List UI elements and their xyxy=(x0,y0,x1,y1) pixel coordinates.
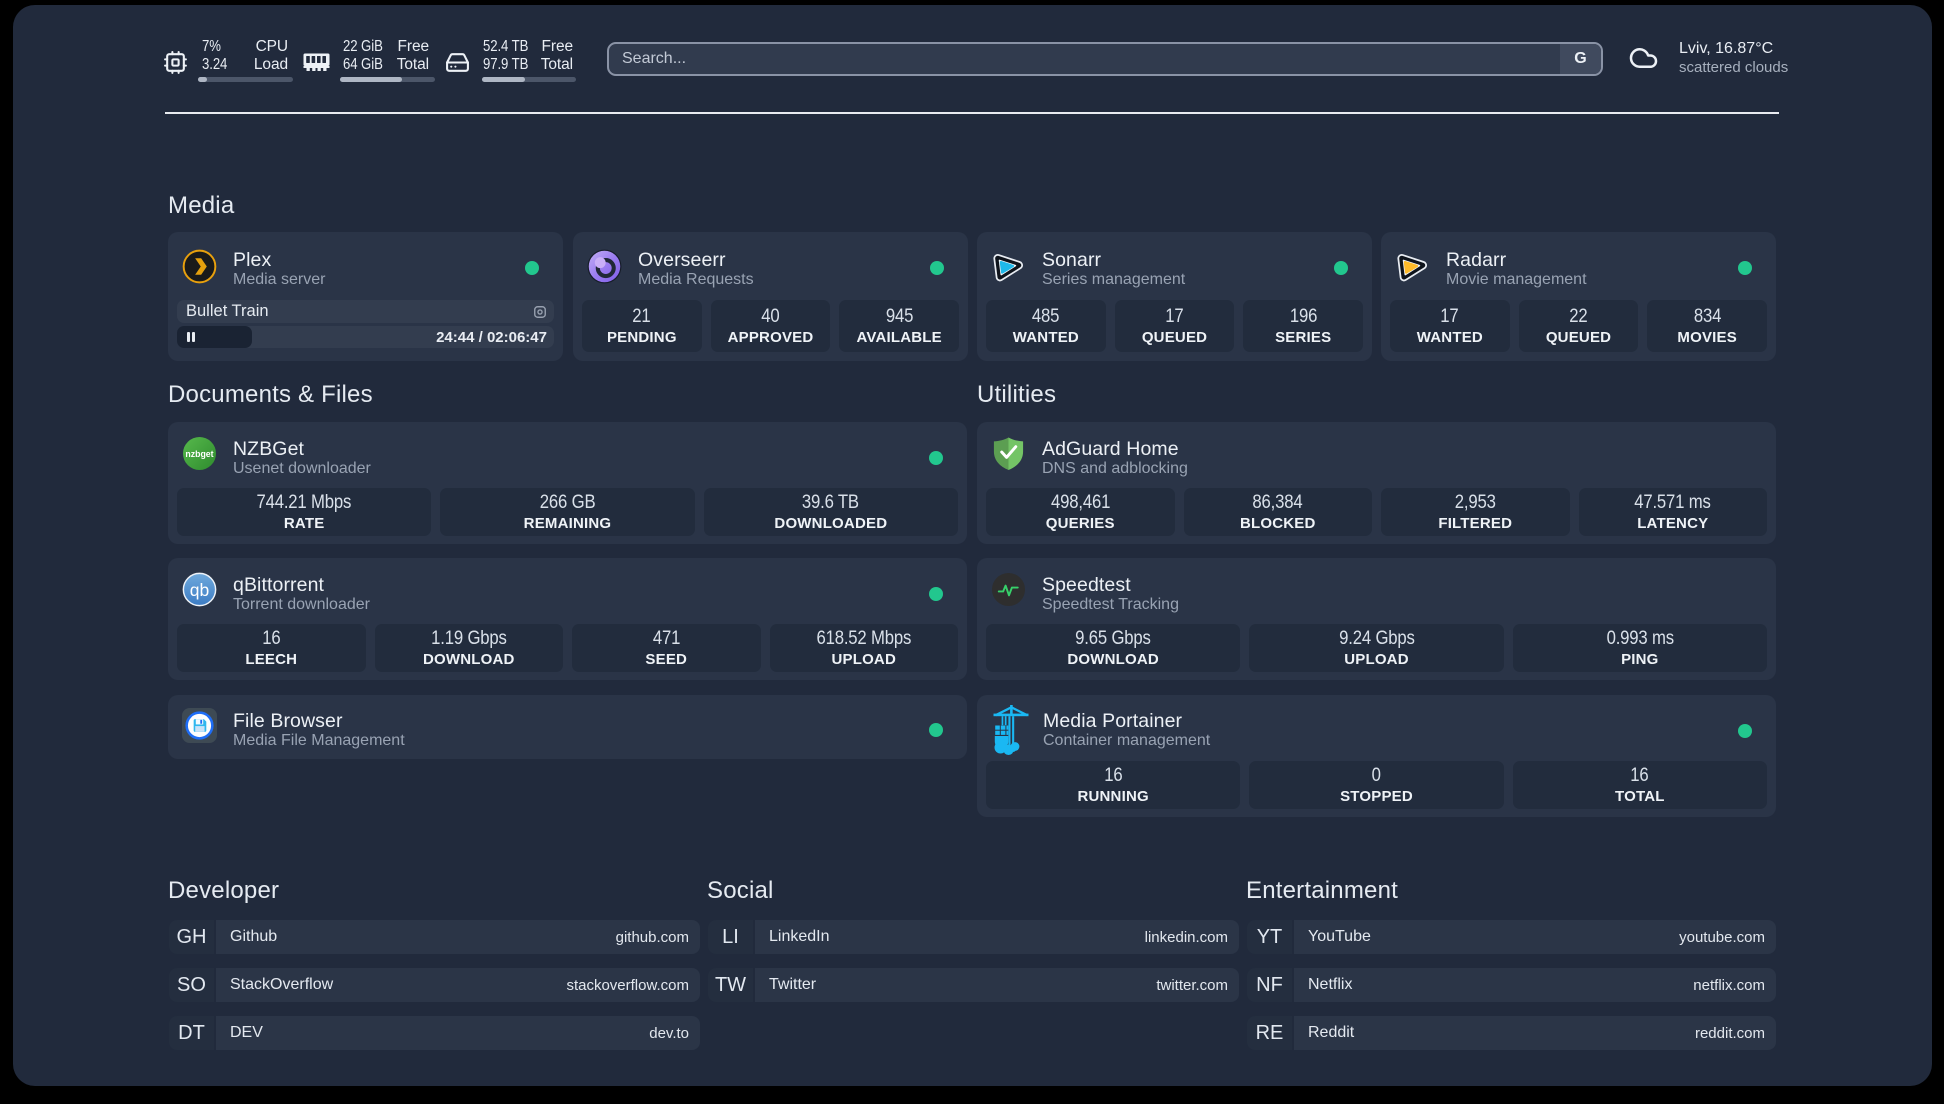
svg-text:nzbget: nzbget xyxy=(185,449,213,459)
svg-text:qb: qb xyxy=(190,580,209,600)
